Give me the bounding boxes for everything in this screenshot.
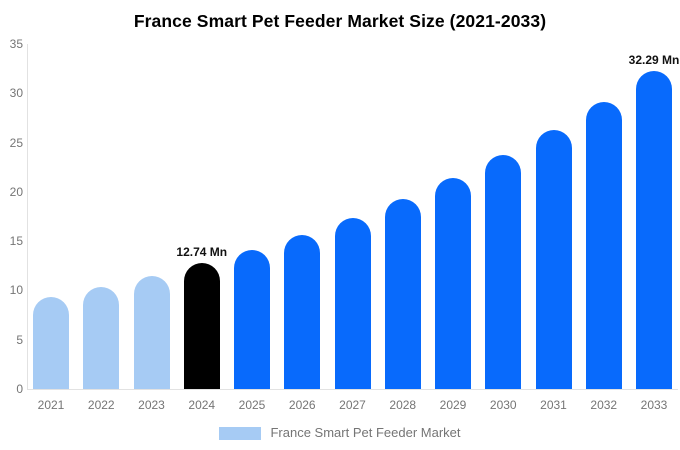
legend-swatch [219,426,262,440]
y-axis-line [27,44,28,390]
bar-2023 [133,275,170,389]
bar-2033 [636,70,672,389]
chart-title: France Smart Pet Feeder Market Size (202… [133,11,547,31]
bar-value-label-2024: 12.74 Mn [176,245,228,260]
bar-2031 [535,129,572,389]
bar-2030 [485,155,522,389]
legend-label: France Smart Pet Feeder Market [270,425,461,440]
y-axis-tick-20: 20 [9,184,23,199]
chart-legend: France Smart Pet Feeder Market [0,426,680,440]
bar-2022 [83,286,120,389]
x-axis-tick-2022: 2022 [87,398,115,412]
y-axis-tick-10: 10 [9,283,23,298]
y-axis-tick-25: 25 [9,135,23,150]
x-axis-tick-2027: 2027 [339,398,366,412]
x-axis-tick-2026: 2026 [288,398,316,412]
x-axis-tick-2024: 2024 [188,398,216,412]
bar-2025 [234,249,270,389]
bar-2024 [183,263,220,389]
bar-2028 [384,199,421,389]
bar-2027 [334,217,371,389]
x-axis-tick-2025: 2025 [238,398,266,412]
bar-2021 [33,296,69,389]
x-axis-tick-2032: 2032 [590,398,618,412]
x-axis-tick-2030: 2030 [489,398,517,412]
x-axis-tick-2023: 2023 [138,398,165,412]
x-axis-line [27,389,678,390]
bar-2026 [284,234,321,389]
bar-2029 [435,178,471,389]
y-axis-tick-0: 0 [16,382,23,396]
y-axis-tick-15: 15 [9,234,23,249]
y-axis-tick-5: 5 [16,332,23,347]
y-axis-tick-35: 35 [9,37,23,51]
bar-value-label-2033: 32.29 Mn [628,52,680,67]
x-axis-tick-2031: 2031 [540,398,567,412]
x-axis-tick-2033: 2033 [640,398,668,412]
bar-2032 [585,101,622,389]
x-axis-tick-2028: 2028 [389,398,417,412]
y-axis-tick-30: 30 [9,86,23,101]
x-axis-tick-2029: 2029 [439,398,467,412]
x-axis-tick-2021: 2021 [37,398,65,412]
